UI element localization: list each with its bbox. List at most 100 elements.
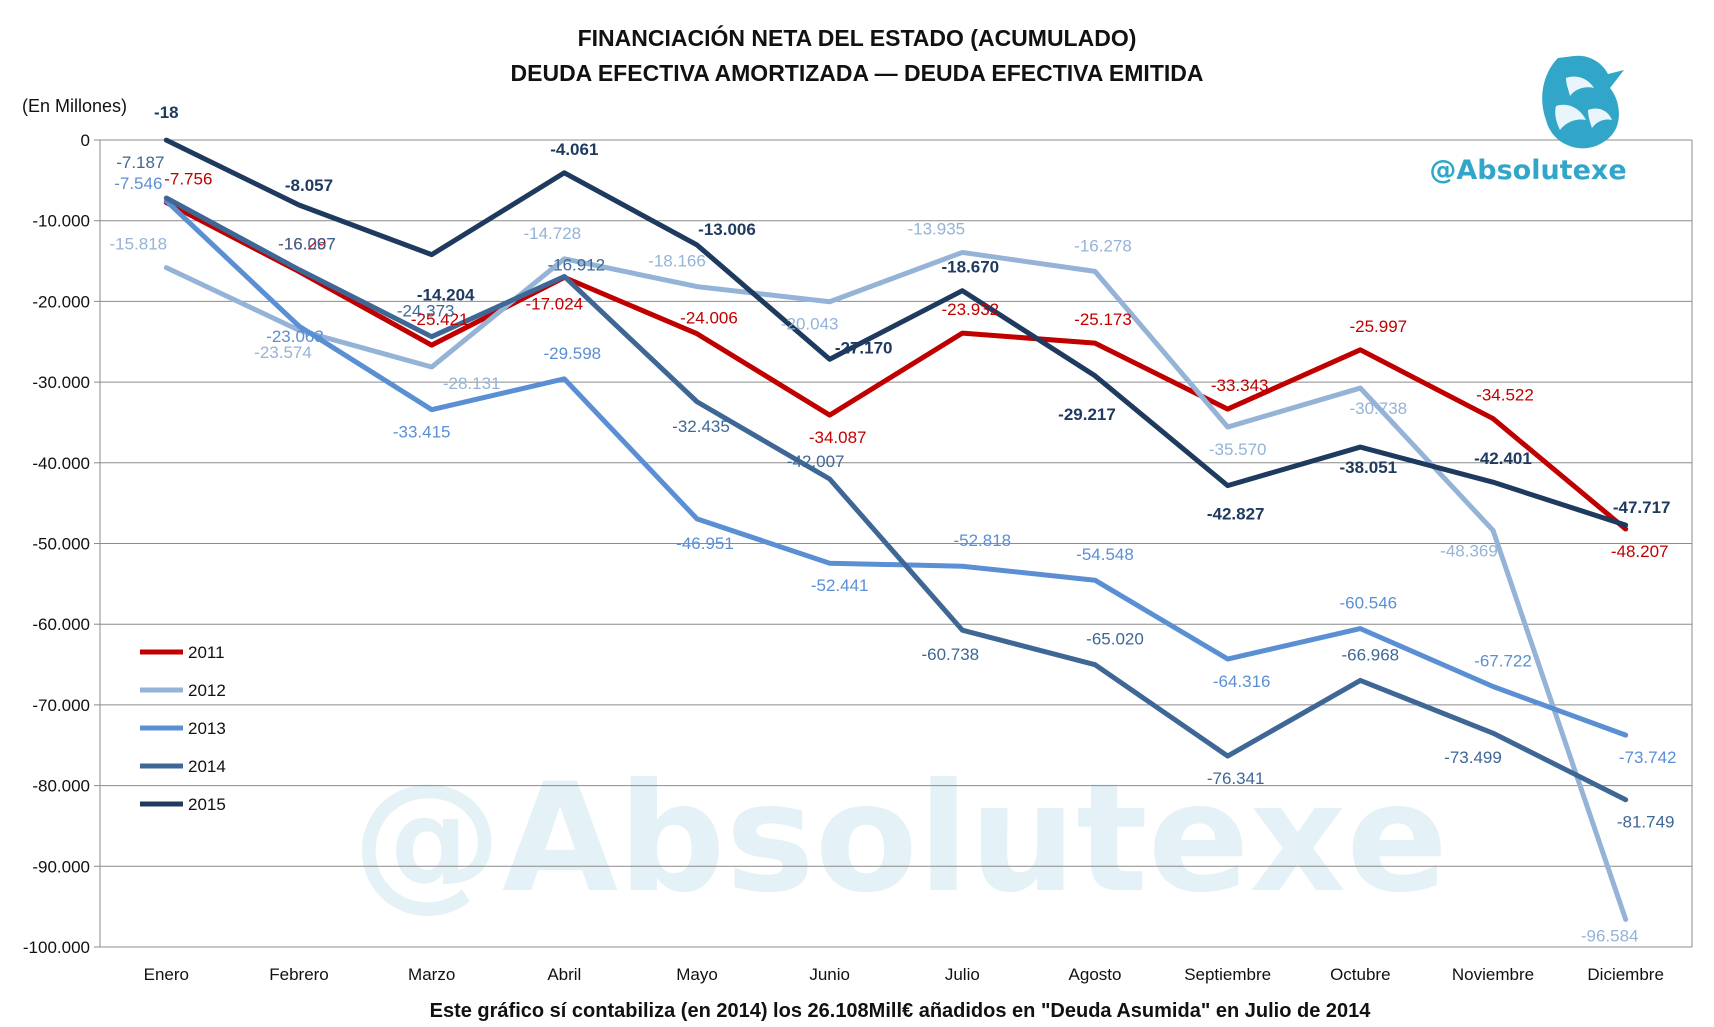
y-tick-label: -80.000	[32, 777, 90, 796]
x-tick-label: Febrero	[269, 965, 329, 984]
data-label-2013: -64.316	[1213, 672, 1271, 691]
data-label-2015: -8.057	[285, 176, 333, 195]
legend-label-2015: 2015	[188, 795, 226, 814]
series-line-2014	[163, 195, 1629, 803]
data-label-2013: -29.598	[543, 344, 601, 363]
data-label-2011: -33.343	[1211, 376, 1269, 395]
x-tick-label: Enero	[144, 965, 189, 984]
x-tick-label: Septiembre	[1184, 965, 1271, 984]
data-label-2012: -28.131	[443, 374, 501, 393]
legend-label-2014: 2014	[188, 757, 226, 776]
data-label-2012: -96.584	[1581, 926, 1639, 945]
data-label-2015: -18	[154, 103, 179, 122]
data-label-2015: -4.061	[550, 140, 598, 159]
y-tick-label: -60.000	[32, 615, 90, 634]
data-label-2013: -73.742	[1619, 748, 1677, 767]
x-tick-label: Octubre	[1330, 965, 1390, 984]
grid	[94, 139, 1693, 948]
data-label-2012: -14.728	[523, 224, 581, 243]
x-axis-ticks: Enero Febrero Marzo Abril Mayo Junio Julio Agos…	[144, 965, 1664, 984]
series-line-2012	[163, 249, 1629, 922]
data-label-2013: -67.722	[1474, 652, 1532, 671]
data-label-2014: -76.341	[1207, 769, 1265, 788]
legend-label-2012: 2012	[188, 681, 226, 700]
series-line-2013	[163, 198, 1629, 738]
x-tick-label: Julio	[945, 965, 980, 984]
data-label-2011: -25.173	[1074, 310, 1132, 329]
data-label-2015: -13.006	[698, 220, 756, 239]
data-label-2015: -42.401	[1474, 449, 1532, 468]
series-line-2015	[163, 137, 1629, 528]
data-label-2011: -25.997	[1349, 317, 1407, 336]
data-label-2013: -54.548	[1076, 545, 1134, 564]
data-label-2011: -16.297	[278, 235, 336, 254]
data-labels: -7.756 -16.297 -25.421 -17.024 -24.006 -34.08…	[109, 103, 1676, 945]
x-tick-label: Mayo	[676, 965, 718, 984]
y-tick-label: -70.000	[32, 696, 90, 715]
y-axis-ticks: 0 -10.000 -20.000 -30.000 -40.000 -50.000 -60.…	[23, 131, 90, 957]
data-label-2011: -24.006	[680, 309, 738, 328]
data-label-2011: -25.421	[411, 310, 469, 329]
data-label-2014: -32.435	[672, 417, 730, 436]
x-tick-label: Abril	[547, 965, 581, 984]
data-label-2015: -27.170	[835, 338, 893, 357]
x-tick-label: Junio	[809, 965, 850, 984]
data-label-2012: -16.278	[1074, 236, 1132, 255]
data-label-2012: -48.369	[1440, 541, 1498, 560]
data-label-2012: -35.570	[1209, 440, 1267, 459]
y-tick-label: 0	[81, 131, 90, 150]
data-label-2015: -47.717	[1613, 498, 1671, 517]
y-tick-label: -10.000	[32, 212, 90, 231]
data-label-2012: -15.818	[109, 235, 167, 254]
x-tick-label: Marzo	[408, 965, 455, 984]
data-label-2011: -34.522	[1476, 386, 1534, 405]
series-line-2011	[163, 200, 1629, 532]
y-tick-label: -90.000	[32, 857, 90, 876]
x-tick-label: Noviembre	[1452, 965, 1534, 984]
data-label-2014: -16.067	[278, 235, 336, 254]
x-tick-label: Diciembre	[1587, 965, 1664, 984]
y-tick-label: -40.000	[32, 454, 90, 473]
data-label-2013: -46.951	[676, 534, 734, 553]
data-label-2015: -42.827	[1207, 505, 1265, 524]
data-label-2013: -60.546	[1339, 594, 1397, 613]
data-label-2015: -38.051	[1339, 458, 1397, 477]
data-label-2014: -73.499	[1444, 748, 1502, 767]
data-label-2013: -33.415	[393, 423, 451, 442]
data-label-2014: -65.020	[1086, 630, 1144, 649]
series-lines	[163, 137, 1629, 922]
chart-title: FINANCIACIÓN NETA DEL ESTADO (ACUMULADO)	[578, 24, 1137, 51]
data-label-2014: -16.912	[547, 255, 605, 274]
footnote: Este gráfico sí contabiliza (en 2014) lo…	[430, 1000, 1372, 1022]
data-label-2014: -66.968	[1341, 645, 1399, 664]
data-label-2012: -18.166	[648, 252, 706, 271]
y-tick-label: -30.000	[32, 373, 90, 392]
legend: 2011 2012 2013 2014 2015	[140, 643, 226, 814]
legend-label-2011: 2011	[188, 643, 225, 662]
unit-label: (En Millones)	[22, 96, 127, 116]
data-label-2012: -30.738	[1349, 399, 1407, 418]
data-label-2011: -23.932	[941, 300, 999, 319]
data-label-2011: -7.756	[164, 170, 212, 189]
data-label-2014: -81.749	[1617, 813, 1675, 832]
data-label-2014: -7.187	[116, 153, 164, 172]
data-label-2013: -52.818	[953, 531, 1011, 550]
data-label-2012: -13.935	[907, 219, 965, 238]
brand-handle: @Absolutexe	[1429, 155, 1626, 186]
data-label-2013: -7.546	[114, 174, 162, 193]
griffin-logo-icon	[1542, 55, 1624, 149]
data-label-2011: -34.087	[809, 428, 867, 447]
watermark: @Absolutexe	[352, 752, 1448, 926]
data-label-2014: -60.738	[921, 645, 979, 664]
data-label-2013: -52.441	[811, 576, 869, 595]
data-label-2015: -29.217	[1058, 405, 1116, 424]
data-label-2012: -20.043	[781, 315, 839, 334]
chart-subtitle: DEUDA EFECTIVA AMORTIZADA — DEUDA EFECTI…	[511, 60, 1204, 86]
y-tick-label: -20.000	[32, 292, 90, 311]
data-label-2014: -24.373	[397, 302, 455, 321]
data-label-2015: -18.670	[941, 258, 999, 277]
data-label-2011: -17.024	[525, 294, 583, 313]
data-label-2014: -42.007	[787, 452, 845, 471]
y-tick-label: -100.000	[23, 938, 90, 957]
x-tick-label: Agosto	[1069, 965, 1122, 984]
